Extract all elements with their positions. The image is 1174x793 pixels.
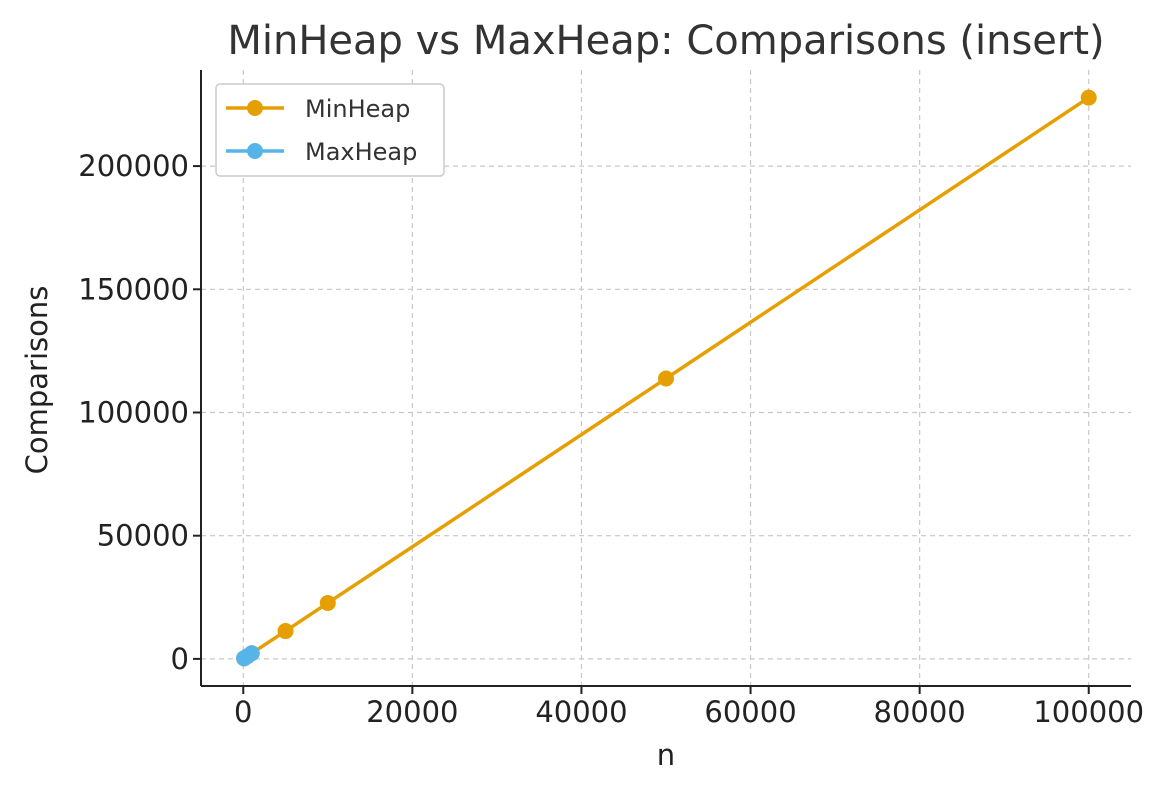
legend-label: MinHeap [305, 95, 410, 123]
data-point-maxheap [243, 645, 260, 662]
x-tick-label: 100000 [1033, 695, 1144, 729]
data-point-minheap [319, 594, 336, 611]
y-tick-label: 100000 [78, 395, 189, 429]
x-tick-label: 40000 [535, 695, 627, 729]
x-tick-label: 80000 [874, 695, 966, 729]
y-tick-label: 200000 [78, 149, 189, 183]
x-tick-label: 20000 [366, 695, 458, 729]
legend: MinHeap MaxHeap [215, 83, 445, 177]
legend-item-maxheap: MaxHeap [226, 138, 417, 166]
x-tick-label: 60000 [704, 695, 796, 729]
legend-swatch-marker [247, 143, 263, 159]
series-maxheap [236, 645, 260, 667]
series-layer [236, 89, 1097, 667]
y-axis-label: Comparisons [20, 286, 54, 475]
legend-label: MaxHeap [305, 138, 417, 166]
legend-swatch-marker [247, 100, 263, 116]
chart-title: MinHeap vs MaxHeap: Comparisons (insert) [227, 18, 1104, 64]
data-point-minheap [1080, 89, 1097, 106]
data-point-minheap [277, 623, 294, 640]
x-tick-label: 0 [234, 695, 252, 729]
y-tick-label: 50000 [97, 519, 189, 553]
data-point-minheap [658, 370, 674, 387]
legend-item-minheap: MinHeap [226, 95, 410, 123]
x-axis-label: n [657, 738, 675, 772]
ticks: 0 20000 40000 60000 80000 100000 0 50000 100000 1… [78, 149, 1144, 729]
axes [200, 70, 1131, 687]
y-tick-label: 150000 [78, 272, 189, 306]
y-tick-label: 0 [171, 642, 189, 676]
